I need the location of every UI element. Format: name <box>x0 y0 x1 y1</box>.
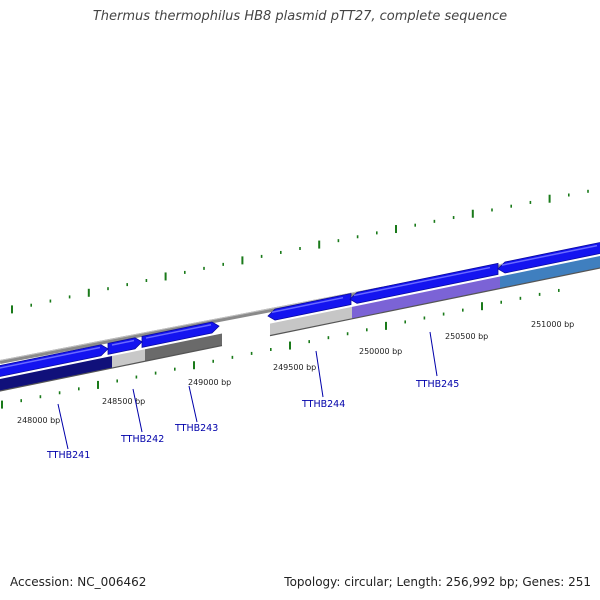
gene-leader-line <box>132 388 143 433</box>
map-title: Thermus thermophilus HB8 plasmid pTT27, … <box>92 9 508 24</box>
gene-arrow-shine <box>353 266 491 297</box>
gene-arrow <box>107 337 143 355</box>
gene-leader-line <box>188 385 198 423</box>
gene-band <box>352 276 500 319</box>
gene-track <box>0 242 600 392</box>
gene-band-shadow <box>111 360 146 369</box>
accession-text: Accession: NC_006462 <box>10 575 147 589</box>
summary-text: Topology: circular; Length: 256,992 bp; … <box>284 575 591 589</box>
gene-band <box>0 356 112 391</box>
inner-tick-ring <box>1 288 560 409</box>
gene-band-shadow <box>0 367 113 392</box>
bp-position-label: 248500 bp <box>102 397 145 406</box>
gene-band <box>145 333 222 362</box>
gene-label: TTHB244 <box>301 399 345 410</box>
gene-arrow-shine <box>111 339 135 346</box>
bp-position-label: 249000 bp <box>188 378 231 387</box>
gene-band-shadow <box>144 344 223 362</box>
gene-label: TTHB243 <box>174 423 218 434</box>
bp-scale: 248000 bp 248500 bp 249000 bp 249500 bp 2500… <box>17 320 574 425</box>
bp-position-label: 251000 bp <box>531 320 574 329</box>
bp-position-label: 250500 bp <box>445 332 488 341</box>
gene-label: TTHB241 <box>46 450 90 461</box>
gene-leader-line <box>429 331 438 377</box>
gene-band <box>270 306 352 336</box>
gene-arrow <box>141 321 220 348</box>
gene-leader-line <box>57 403 69 450</box>
bp-position-label: 249500 bp <box>273 363 316 372</box>
gene-leader-line <box>315 350 324 398</box>
gene-band-shadow <box>351 287 501 320</box>
gene-arrow-shine <box>0 346 101 369</box>
outer-tick-ring <box>11 189 589 314</box>
gene-band-shadow <box>269 318 353 337</box>
gene-band <box>112 349 145 369</box>
bp-position-label: 250000 bp <box>359 347 402 356</box>
bp-position-label: 248000 bp <box>17 416 60 425</box>
gene-arrow-shine <box>145 324 212 339</box>
gene-band <box>500 256 600 289</box>
gene-arrow-shine <box>271 296 344 313</box>
gene-label: TTHB242 <box>120 434 164 445</box>
backbone-highlight <box>0 245 600 361</box>
gene-band-shadow <box>499 267 600 290</box>
gene-arrow-shine <box>501 244 598 266</box>
gene-arrow <box>0 344 109 377</box>
gene-labels: TTHB241 TTHB242 TTHB243 TTHB244 TTHB245 <box>46 331 459 461</box>
gene-label: TTHB245 <box>415 379 459 390</box>
